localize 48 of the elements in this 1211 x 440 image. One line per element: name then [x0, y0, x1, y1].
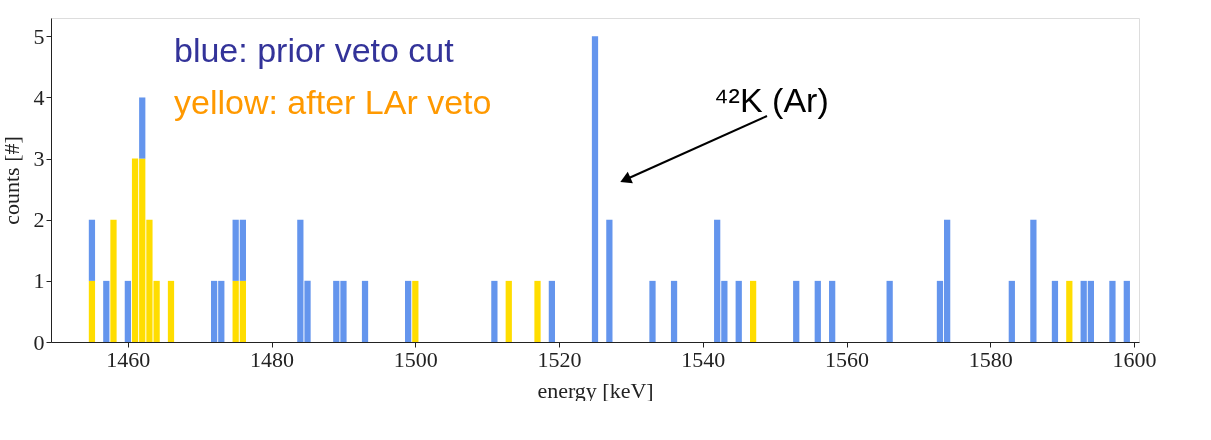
x-tick-label: 1520 [537, 346, 582, 372]
x-tick-label: 1540 [681, 346, 726, 372]
bar [886, 280, 893, 342]
x-tick-label: 1460 [106, 346, 151, 372]
bar [670, 280, 678, 342]
bar [491, 280, 498, 342]
bar [124, 280, 131, 342]
bar [591, 36, 599, 342]
bar [167, 280, 175, 342]
annotation: ⁴²K (Ar) [714, 81, 829, 119]
bar [1109, 280, 1116, 342]
bar [405, 280, 412, 342]
bar [649, 280, 656, 342]
annotation: yellow: after LAr veto [174, 83, 492, 121]
x-tick-label: 1560 [825, 346, 870, 372]
bar [793, 280, 800, 342]
bar [88, 219, 96, 281]
bar [412, 280, 419, 342]
y-tick-label: 5 [33, 23, 45, 49]
bar [1030, 219, 1037, 342]
y-tick-label: 2 [33, 207, 45, 233]
bar [110, 219, 117, 342]
x-tick-label: 1480 [250, 346, 295, 372]
y-tick-label: 3 [33, 146, 45, 172]
bar [88, 280, 96, 342]
y-axis-title: counts [#] [0, 136, 24, 225]
bar [1051, 280, 1059, 342]
bar [548, 280, 556, 342]
y-tick-label: 1 [33, 268, 45, 294]
bar [829, 280, 836, 342]
bar [505, 280, 512, 342]
annotation: blue: prior veto cut [174, 31, 455, 69]
x-tick-label: 1580 [968, 346, 1013, 372]
bar [735, 280, 742, 342]
bar [103, 280, 110, 342]
bar [814, 280, 821, 342]
bar [139, 97, 146, 159]
y-tick-label: 4 [33, 84, 45, 110]
y-tick-label: 0 [33, 329, 45, 355]
x-tick-label: 1600 [1112, 346, 1157, 372]
bar [361, 280, 369, 342]
bar [749, 280, 757, 342]
bar [606, 219, 613, 342]
bar [534, 280, 541, 342]
bar [1066, 280, 1073, 342]
bar [1008, 280, 1015, 342]
x-tick-label: 1500 [393, 346, 438, 372]
bar [1123, 280, 1130, 342]
